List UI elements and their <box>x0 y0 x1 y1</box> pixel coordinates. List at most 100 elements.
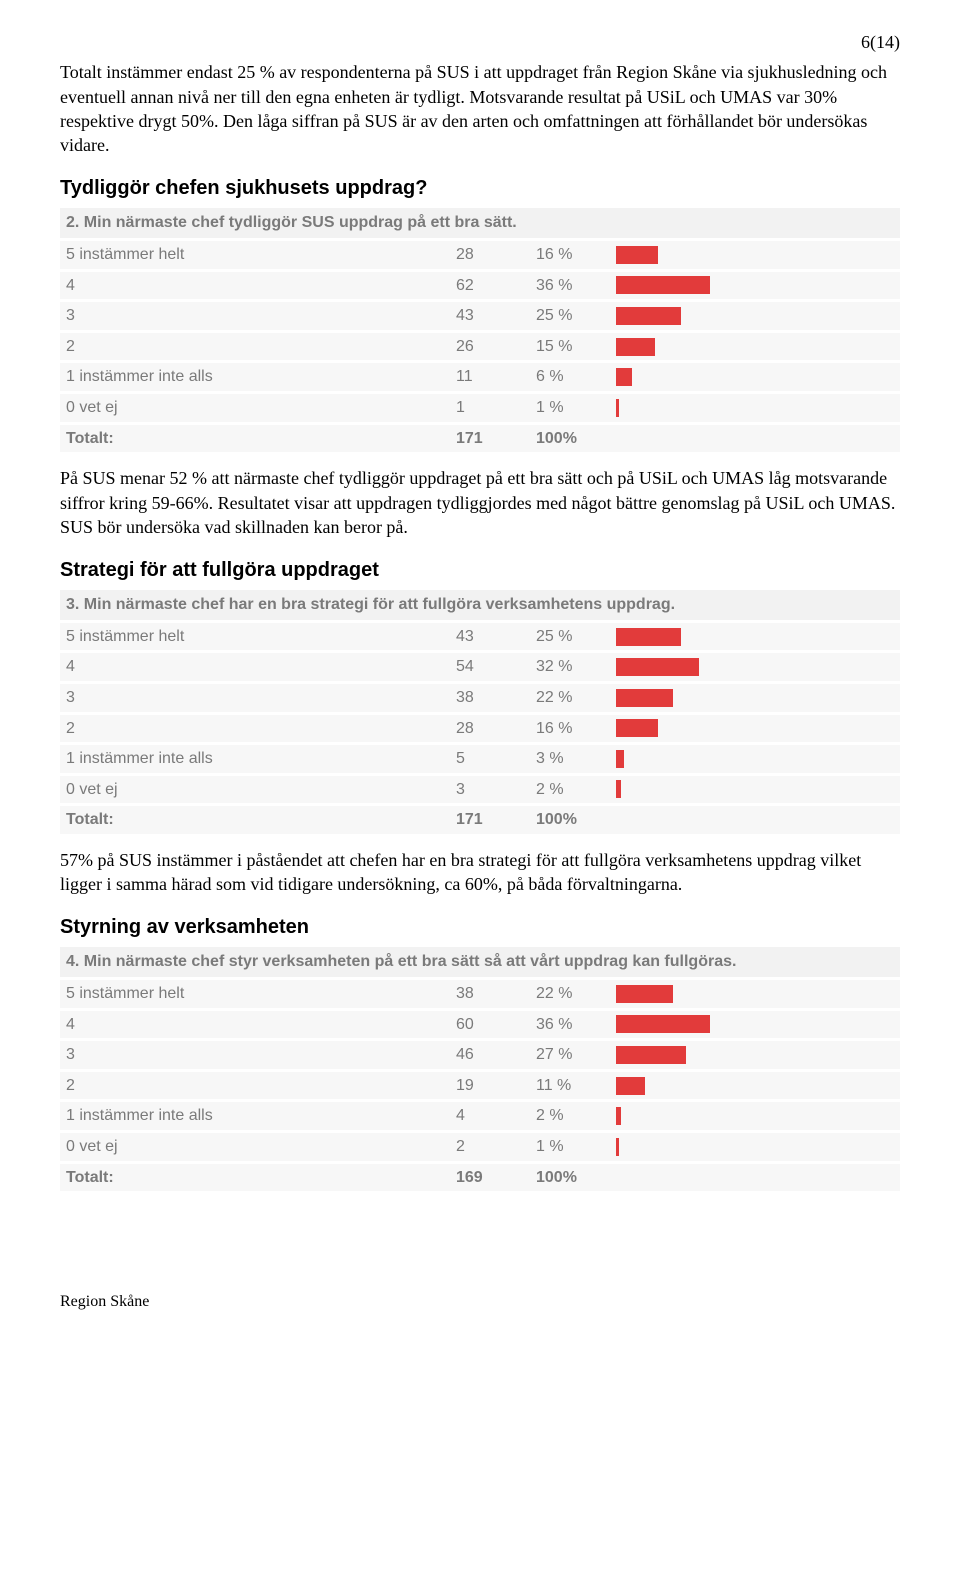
row-bar <box>616 719 658 737</box>
row-count: 1 <box>456 397 536 419</box>
row-bar-cell <box>616 628 894 646</box>
row-bar-cell <box>616 985 894 1003</box>
total-count: 169 <box>456 1167 536 1189</box>
row-label: 2 <box>66 336 456 358</box>
row-bar-cell <box>616 689 894 707</box>
table-row: 0 vet ej32 % <box>60 776 900 804</box>
row-bar <box>616 1077 645 1095</box>
row-bar <box>616 658 699 676</box>
row-percent: 22 % <box>536 687 616 709</box>
question-box: 3. Min närmaste chef har en bra strategi… <box>60 590 900 834</box>
table-row: 22816 % <box>60 715 900 743</box>
row-bar <box>616 338 655 356</box>
row-percent: 11 % <box>536 1075 616 1097</box>
row-bar <box>616 307 681 325</box>
row-count: 28 <box>456 718 536 740</box>
table-row: 46036 % <box>60 1011 900 1039</box>
row-bar-cell <box>616 1077 894 1095</box>
row-label: 5 instämmer helt <box>66 244 456 266</box>
row-percent: 1 % <box>536 1136 616 1158</box>
table-row-total: Totalt:169100% <box>60 1164 900 1192</box>
question-title: 4. Min närmaste chef styr verksamheten p… <box>60 947 900 977</box>
row-count: 54 <box>456 656 536 678</box>
row-label: 2 <box>66 1075 456 1097</box>
row-count: 5 <box>456 748 536 770</box>
total-percent: 100% <box>536 809 616 831</box>
row-count: 4 <box>456 1105 536 1127</box>
row-label: 3 <box>66 1044 456 1066</box>
row-label: 3 <box>66 687 456 709</box>
section-heading: Styrning av verksamheten <box>60 914 900 941</box>
row-label: 0 vet ej <box>66 397 456 419</box>
section-after-paragraph: 57% på SUS instämmer i påståendet att ch… <box>60 848 900 897</box>
row-label: 1 instämmer inte alls <box>66 1105 456 1127</box>
table-row: 0 vet ej21 % <box>60 1133 900 1161</box>
row-bar <box>616 276 710 294</box>
row-label: 1 instämmer inte alls <box>66 366 456 388</box>
page-number: 6(14) <box>60 30 900 54</box>
row-bar <box>616 750 624 768</box>
row-label: 4 <box>66 1014 456 1036</box>
row-bar-cell <box>616 368 894 386</box>
row-bar-cell <box>616 246 894 264</box>
row-count: 38 <box>456 983 536 1005</box>
row-label: 5 instämmer helt <box>66 983 456 1005</box>
table-row: 22615 % <box>60 333 900 361</box>
row-bar <box>616 1138 619 1156</box>
row-count: 43 <box>456 305 536 327</box>
section-heading: Tydliggör chefen sjukhusets uppdrag? <box>60 175 900 202</box>
question-title: 2. Min närmaste chef tydliggör SUS uppdr… <box>60 208 900 238</box>
row-count: 19 <box>456 1075 536 1097</box>
section-heading: Strategi för att fullgöra uppdraget <box>60 557 900 584</box>
row-bar <box>616 246 658 264</box>
row-bar <box>616 399 619 417</box>
row-bar <box>616 368 632 386</box>
row-percent: 25 % <box>536 305 616 327</box>
row-percent: 32 % <box>536 656 616 678</box>
row-percent: 15 % <box>536 336 616 358</box>
table-row: 46236 % <box>60 272 900 300</box>
total-label: Totalt: <box>66 1167 456 1189</box>
row-percent: 2 % <box>536 779 616 801</box>
row-percent: 25 % <box>536 626 616 648</box>
row-count: 43 <box>456 626 536 648</box>
row-bar <box>616 780 621 798</box>
table-row: 1 instämmer inte alls116 % <box>60 363 900 391</box>
table-row: 34325 % <box>60 302 900 330</box>
question-box: 2. Min närmaste chef tydliggör SUS uppdr… <box>60 208 900 452</box>
row-label: 1 instämmer inte alls <box>66 748 456 770</box>
total-count: 171 <box>456 809 536 831</box>
row-bar <box>616 1046 686 1064</box>
row-bar <box>616 689 673 707</box>
table-row: 1 instämmer inte alls53 % <box>60 745 900 773</box>
row-count: 38 <box>456 687 536 709</box>
row-bar-cell <box>616 1046 894 1064</box>
row-percent: 2 % <box>536 1105 616 1127</box>
row-bar-cell <box>616 719 894 737</box>
table-row-total: Totalt:171100% <box>60 806 900 834</box>
question-box: 4. Min närmaste chef styr verksamheten p… <box>60 947 900 1191</box>
table-row: 34627 % <box>60 1041 900 1069</box>
intro-paragraph: Totalt instämmer endast 25 % av responde… <box>60 60 900 157</box>
table-row-total: Totalt:171100% <box>60 425 900 453</box>
row-percent: 22 % <box>536 983 616 1005</box>
row-bar-cell <box>616 1138 894 1156</box>
table-row: 1 instämmer inte alls42 % <box>60 1102 900 1130</box>
row-bar <box>616 628 681 646</box>
row-count: 60 <box>456 1014 536 1036</box>
row-count: 11 <box>456 366 536 388</box>
footer-text: Region Skåne <box>60 1291 900 1313</box>
row-bar-cell <box>616 1015 894 1033</box>
row-bar-cell <box>616 1107 894 1125</box>
row-percent: 16 % <box>536 718 616 740</box>
row-percent: 3 % <box>536 748 616 770</box>
row-bar-cell <box>616 780 894 798</box>
row-bar-cell <box>616 658 894 676</box>
row-count: 46 <box>456 1044 536 1066</box>
question-title: 3. Min närmaste chef har en bra strategi… <box>60 590 900 620</box>
row-label: 2 <box>66 718 456 740</box>
section-after-paragraph: På SUS menar 52 % att närmaste chef tydl… <box>60 466 900 539</box>
total-count: 171 <box>456 428 536 450</box>
row-bar-cell <box>616 276 894 294</box>
row-percent: 1 % <box>536 397 616 419</box>
